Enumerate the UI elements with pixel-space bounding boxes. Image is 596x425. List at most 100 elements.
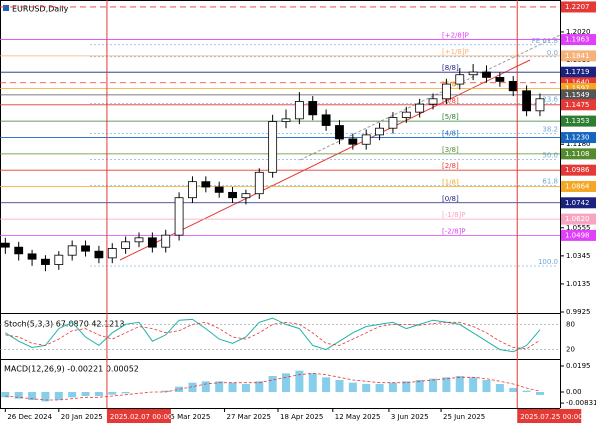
candle-body — [348, 138, 358, 145]
macd-bar — [81, 392, 90, 396]
candle-body — [107, 248, 117, 259]
price-label: 1.0864 — [565, 182, 590, 190]
chart-title: EURUSD,Daily — [12, 5, 69, 14]
y-tick-label: 1.2020 — [566, 28, 591, 36]
macd-bar — [509, 388, 518, 392]
price-label: 1.0986 — [565, 166, 590, 174]
candle-body — [441, 83, 451, 100]
macd-bar — [215, 381, 224, 392]
x-tick-label: 3 Jun 2025 — [391, 413, 429, 421]
price-label-bg — [561, 82, 596, 94]
candle-body — [335, 125, 344, 140]
candle-body — [54, 254, 64, 265]
candle-body — [281, 118, 291, 122]
fibo-label: 38.2 — [542, 126, 558, 134]
stoch-main — [5, 317, 541, 353]
macd-bar — [14, 392, 23, 399]
y-tick-label: 1.0555 — [566, 224, 591, 232]
price-label-bg — [561, 77, 596, 89]
price-label-bg — [561, 164, 596, 176]
candle-body — [375, 127, 384, 136]
murrey-label: [-2/8]P — [442, 227, 465, 235]
price-label-bg — [561, 132, 596, 144]
marker-label-bg — [517, 409, 582, 423]
stoch-title: Stoch(5,3,3) 67.0870 42.1213 — [4, 320, 124, 329]
candle-body — [522, 90, 531, 112]
candle-body — [67, 245, 77, 256]
marker-label: 2025.07.25 00:00 — [520, 413, 582, 421]
macd-bar — [68, 392, 77, 398]
symbol-icon — [3, 5, 9, 11]
price-label-bg — [561, 180, 596, 192]
murrey-label: [-1/8]P — [442, 211, 465, 219]
price-label: 1.0498 — [565, 231, 590, 239]
macd-bar — [388, 382, 397, 392]
price-label-bg — [561, 1, 596, 13]
candle-body — [508, 81, 518, 92]
candle-body — [81, 245, 90, 252]
murrey-label: [1/8] — [442, 178, 459, 186]
candle-body — [294, 101, 304, 120]
candle-body — [161, 234, 171, 248]
candle-body — [455, 74, 465, 85]
price-label: 1.1549 — [565, 91, 590, 99]
x-tick-label: 26 Dec 2024 — [7, 413, 52, 421]
macd-bar — [1, 392, 10, 398]
candle-body — [228, 191, 237, 199]
macd-bar — [522, 390, 531, 392]
trend-line — [119, 59, 531, 261]
price-label: 1.1108 — [565, 150, 590, 158]
candle-body — [41, 258, 50, 265]
price-label: 1.1841 — [565, 52, 590, 60]
y-tick-label: 1.0135 — [566, 280, 591, 288]
murrey-label: [0/8] — [442, 195, 459, 203]
stoch-signal — [5, 321, 541, 350]
macd-bar — [442, 377, 451, 392]
macd-bar — [362, 384, 371, 392]
candle-body — [188, 181, 197, 199]
price-label-bg — [561, 229, 596, 241]
macd-bar — [255, 381, 264, 392]
candle-body — [174, 197, 184, 236]
price-label-bg — [561, 115, 596, 127]
macd-bar — [295, 370, 304, 392]
price-label: 1.0620 — [565, 215, 590, 223]
stoch-tick-label: 80 — [566, 320, 575, 328]
price-label: 1.2207 — [565, 3, 590, 11]
murrey-label: [6/8] — [442, 97, 459, 105]
stoch-tick-label: 20 — [566, 346, 575, 354]
x-tick-label: 25 Jun 2025 — [443, 413, 485, 421]
fibo-label: 0.0 — [547, 49, 558, 57]
y-tick-label: 0.9925 — [566, 308, 591, 316]
macd-bar — [108, 392, 117, 395]
macd-bar — [94, 392, 103, 396]
macd-bar — [121, 392, 130, 394]
macd-bar — [241, 384, 250, 392]
macd-title: MACD(12,26,9) -0.00221 0.00052 — [4, 365, 139, 374]
macd-bar — [54, 392, 63, 400]
fibo-label: 50.0 — [542, 151, 558, 159]
candle-body — [482, 71, 491, 78]
candle-body — [147, 237, 157, 248]
macd-tick-label: 0.0195 — [566, 362, 591, 370]
x-tick-label: 5 Mar 2025 — [170, 413, 210, 421]
price-label: 1.1230 — [565, 134, 590, 142]
macd-bar — [495, 384, 504, 392]
candle-body — [14, 246, 24, 255]
macd-bar — [282, 373, 291, 392]
price-label-bg — [561, 148, 596, 160]
macd-bar — [228, 382, 237, 392]
macd-bar — [188, 382, 197, 392]
candle-body — [268, 121, 278, 173]
macd-bar — [375, 384, 384, 392]
y-tick-label: 1.0345 — [566, 252, 591, 260]
macd-bar — [348, 382, 357, 392]
x-tick-label: 27 Mar 2025 — [227, 413, 271, 421]
candle-body — [0, 242, 10, 248]
price-label: 1.1719 — [565, 68, 590, 76]
candle-body — [321, 114, 331, 126]
candle-body — [428, 98, 438, 105]
price-label-bg — [561, 99, 596, 111]
murrey-label: [+2/8]P — [442, 32, 469, 40]
